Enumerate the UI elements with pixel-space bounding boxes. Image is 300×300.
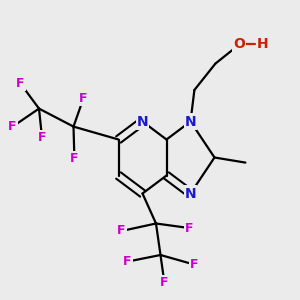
Text: F: F <box>190 258 199 271</box>
Text: N: N <box>185 187 196 200</box>
Text: H: H <box>257 38 269 51</box>
Text: O: O <box>233 38 245 51</box>
Text: F: F <box>79 92 88 105</box>
Text: F: F <box>38 131 46 144</box>
Text: F: F <box>123 255 132 268</box>
Text: N: N <box>137 115 148 128</box>
Text: F: F <box>16 77 25 90</box>
Text: F: F <box>160 276 169 289</box>
Text: F: F <box>185 221 193 235</box>
Text: F: F <box>117 224 126 238</box>
Text: F: F <box>70 152 79 165</box>
Text: F: F <box>8 120 17 133</box>
Text: N: N <box>185 115 196 128</box>
